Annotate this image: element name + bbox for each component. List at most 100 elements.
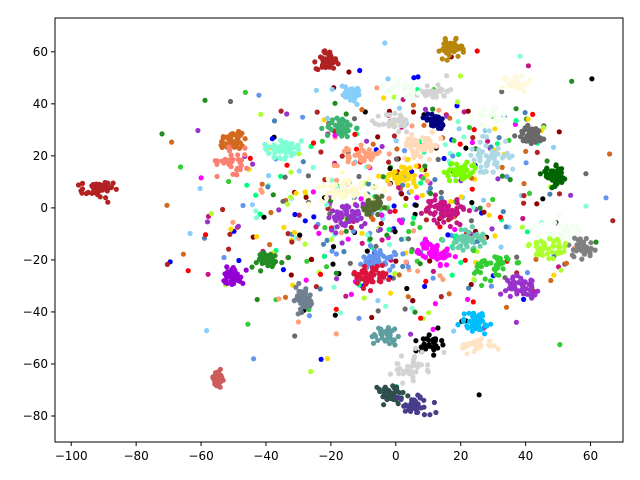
scatter-point <box>556 191 563 197</box>
scatter-point <box>465 325 471 331</box>
scatter-point <box>311 214 317 220</box>
scatter-point <box>334 115 340 121</box>
scatter-point <box>551 243 557 249</box>
scatter-point <box>419 349 425 355</box>
scatter-point <box>500 209 506 215</box>
scatter-point <box>401 148 408 154</box>
scatter-point <box>410 228 417 234</box>
scatter-point <box>492 126 498 132</box>
scatter-point <box>440 237 446 243</box>
scatter-point <box>469 236 475 242</box>
scatter-point <box>396 371 402 377</box>
scatter-point <box>446 291 452 297</box>
scatter-point <box>265 263 271 269</box>
scatter-point <box>519 224 525 230</box>
scatter-point <box>267 252 273 258</box>
scatter-point <box>281 224 287 230</box>
scatter-point <box>423 93 429 99</box>
scatter-point <box>424 362 431 368</box>
scatter-point <box>492 113 498 119</box>
scatter-point <box>282 156 288 162</box>
scatter-point <box>465 296 471 302</box>
scatter-point <box>313 66 319 72</box>
scatter-point <box>563 240 569 246</box>
scatter-point <box>369 314 375 321</box>
scatter-point <box>478 326 484 333</box>
scatter-point <box>362 221 368 227</box>
scatter-point <box>386 276 392 283</box>
scatter-point <box>476 392 482 398</box>
scatter-point <box>336 125 342 131</box>
scatter-point <box>403 166 410 172</box>
scatter-point <box>447 223 453 230</box>
scatter-point <box>268 209 274 216</box>
scatter-point <box>250 161 256 167</box>
scatter-point <box>377 388 383 395</box>
scatter-point <box>330 261 336 267</box>
scatter-point <box>477 343 483 349</box>
scatter-point <box>455 151 461 158</box>
scatter-point <box>529 295 535 301</box>
scatter-point <box>411 152 417 158</box>
scatter-point <box>455 53 461 59</box>
scatter-point <box>468 115 475 121</box>
scatter-point <box>451 138 457 144</box>
scatter-point <box>447 115 453 121</box>
scatter-point <box>454 47 460 53</box>
scatter-point <box>438 294 444 300</box>
scatter-point <box>296 151 302 157</box>
scatter-point <box>427 185 433 191</box>
scatter-point <box>461 134 467 140</box>
scatter-point <box>242 89 248 95</box>
scatter-point <box>436 48 442 54</box>
scatter-point <box>434 220 441 226</box>
scatter-point <box>418 362 425 368</box>
scatter-point <box>320 241 327 247</box>
scatter-point <box>478 233 485 239</box>
scatter-point <box>415 268 421 274</box>
scatter-point <box>583 246 589 252</box>
scatter-point <box>487 113 493 119</box>
scatter-point <box>159 131 165 137</box>
scatter-point <box>102 179 108 186</box>
scatter-point <box>221 160 227 166</box>
scatter-point <box>235 165 241 171</box>
scatter-point <box>333 251 339 257</box>
scatter-point <box>458 204 464 210</box>
scatter-point <box>253 215 260 221</box>
scatter-point <box>563 223 569 229</box>
scatter-point <box>91 187 97 193</box>
scatter-point <box>449 208 455 214</box>
y-tick-label: −60 <box>23 357 48 371</box>
scatter-point <box>249 264 255 270</box>
scatter-point <box>410 102 416 108</box>
scatter-point <box>333 218 339 224</box>
scatter-point <box>466 310 472 316</box>
scatter-point <box>412 345 419 351</box>
scatter-point <box>415 247 421 253</box>
scatter-point <box>414 409 420 416</box>
scatter-point <box>358 184 364 190</box>
scatter-point <box>461 342 467 349</box>
scatter-point <box>486 156 492 162</box>
scatter-point <box>269 263 275 270</box>
scatter-point <box>319 55 325 61</box>
scatter-point <box>330 65 337 71</box>
scatter-point <box>412 141 418 147</box>
scatter-point <box>266 150 272 156</box>
scatter-point <box>358 154 364 160</box>
scatter-point <box>410 109 417 115</box>
scatter-point <box>464 351 470 357</box>
scatter-point <box>408 131 415 138</box>
scatter-point <box>242 152 248 158</box>
scatter-point <box>427 190 434 196</box>
scatter-point <box>83 190 89 197</box>
scatter-point <box>343 193 349 199</box>
scatter-point <box>545 231 551 237</box>
scatter-point <box>422 106 429 112</box>
scatter-point <box>380 121 386 127</box>
scatter-point <box>332 122 338 128</box>
scatter-point <box>395 94 401 101</box>
scatter-point <box>469 139 475 146</box>
scatter-point <box>458 243 464 249</box>
